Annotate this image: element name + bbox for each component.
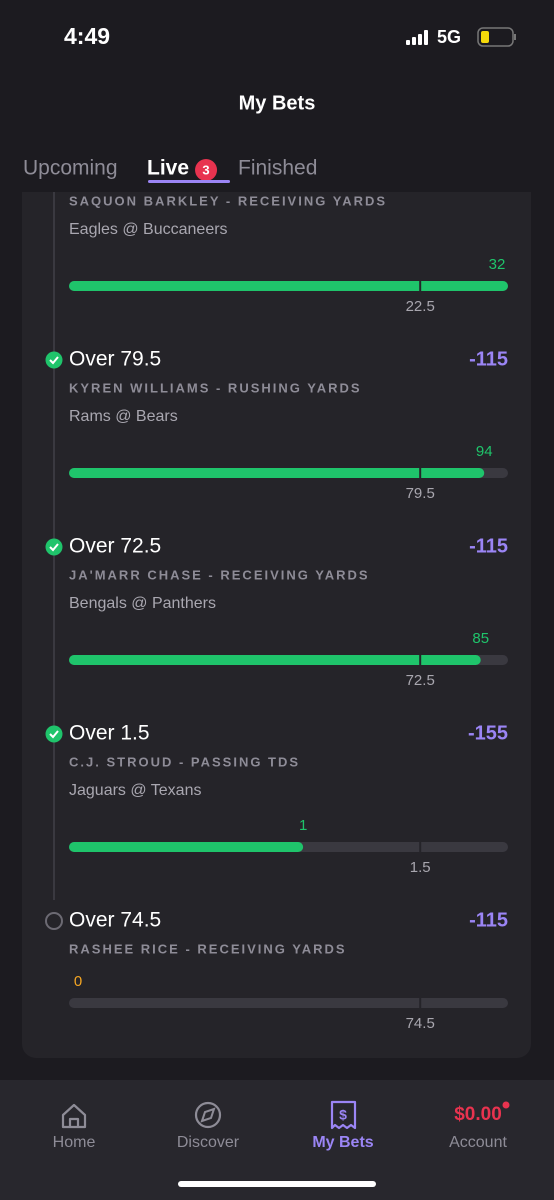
battery-tip [514,34,516,40]
status-check [45,351,63,369]
progress-track [69,998,508,1008]
pick: Over 1.5 [69,722,150,745]
player-stat: JA'MARR CHASE - RECEIVING YARDS [69,567,370,582]
current-value: 0 [74,973,82,990]
check-mark [49,543,59,552]
tab-underline [148,180,231,183]
home-indicator [178,1181,376,1187]
tab-badge-count: 3 [202,162,209,177]
tab-badge [195,159,218,181]
mybets-icon-sign: $ [339,1107,347,1123]
game: Eagles @ Buccaneers [69,221,228,238]
network: 5G [437,27,461,47]
card [22,192,531,1058]
tabs: Upcoming Live 3 Finished [0,140,554,192]
line-value: 79.5 [406,485,435,502]
clock: 4:49 [64,23,110,49]
check-mark [49,356,59,365]
discover-icon [194,1101,222,1129]
status-check [45,725,63,743]
odds: -155 [468,722,508,744]
tab-label[interactable]: Finished [238,157,317,180]
player-stat: KYREN WILLIAMS - RUSHING YARDS [69,380,362,395]
progress-fill [69,655,481,665]
nav-label[interactable]: Account [449,1134,507,1151]
page-title: My Bets [239,92,316,114]
home-icon [61,1103,87,1129]
nav-label[interactable]: My Bets [312,1134,373,1151]
player-stat: SAQUON BARKLEY - RECEIVING YARDS [69,193,387,208]
nav: $ Home Discover My Bets Account $0.00 [53,1100,510,1151]
pick: Over 79.5 [69,348,161,371]
player-stat: C.J. STROUD - PASSING TDS [69,754,300,769]
odds: -115 [469,909,508,931]
player-stat: RASHEE RICE - RECEIVING YARDS [69,941,347,956]
progress-fill [69,468,485,478]
check-mark [49,730,59,739]
line-value: 74.5 [406,1015,435,1032]
notification-dot [502,1101,510,1109]
nav-label[interactable]: Discover [177,1134,240,1151]
balance[interactable]: $0.00 [454,1104,502,1125]
tabs-bg [0,140,554,192]
progress-fill [69,842,304,852]
tab-label[interactable]: Upcoming [23,157,118,180]
pick: Over 72.5 [69,535,161,558]
status-check [45,538,63,556]
progress-fill [69,281,508,291]
line-value: 72.5 [406,672,435,689]
game: Bengals @ Panthers [69,595,216,612]
current-value: 1 [299,817,307,834]
tab-label[interactable]: Live [147,157,189,180]
status-pending [45,912,63,930]
bet-list: SAQUON BARKLEY - RECEIVING YARDS Eagles @… [22,192,531,1058]
odds: -115 [469,348,508,370]
nav-bar [0,1080,554,1200]
current-value: 94 [476,443,493,460]
current-value: 32 [489,256,506,273]
current-value: 85 [472,630,489,647]
line-value: 22.5 [406,298,435,315]
game: Rams @ Bears [69,408,178,425]
odds: -115 [469,535,508,557]
game: Jaguars @ Texans [69,782,201,799]
battery-level [481,31,489,43]
discover-needle [200,1107,216,1123]
battery [477,27,514,47]
pick: Over 74.5 [69,909,161,932]
line-value: 1.5 [410,859,431,876]
nav-label[interactable]: Home [53,1134,96,1151]
mybets-icon [330,1100,357,1130]
signal [406,30,428,45]
